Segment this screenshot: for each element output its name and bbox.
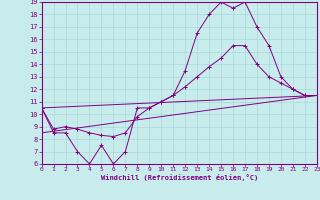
X-axis label: Windchill (Refroidissement éolien,°C): Windchill (Refroidissement éolien,°C) bbox=[100, 174, 258, 181]
